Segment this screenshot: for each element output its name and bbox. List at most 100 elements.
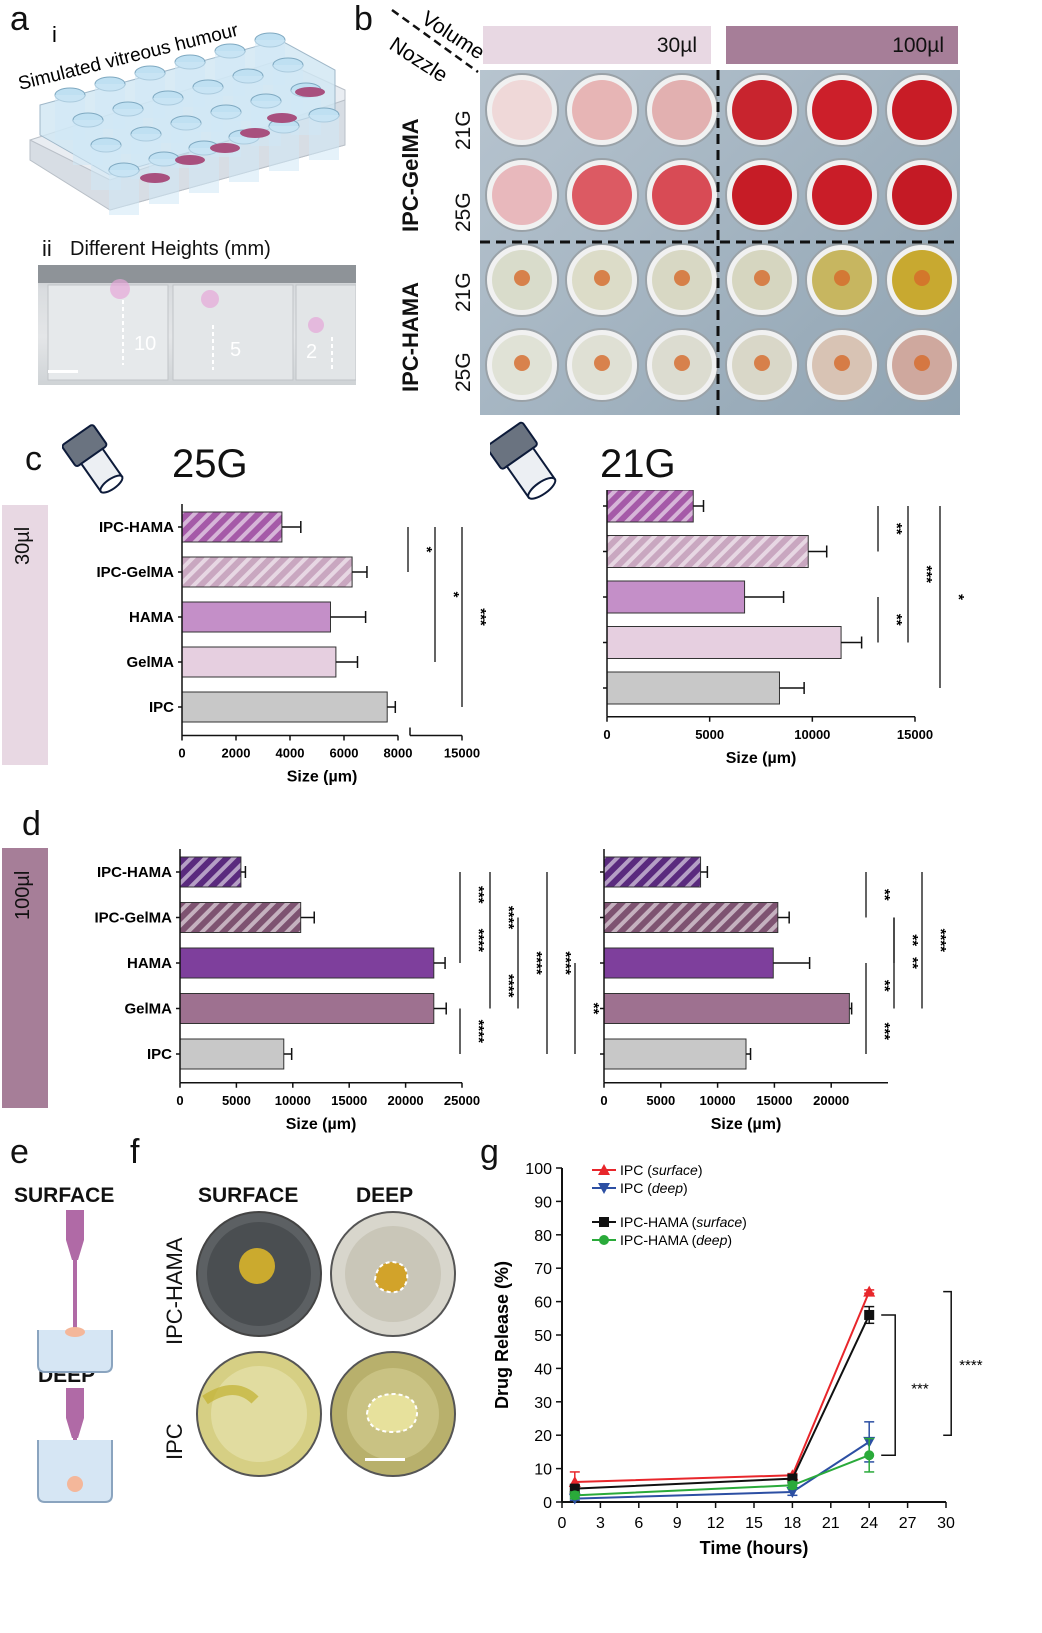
bar [179,947,435,979]
plate-well-sample [140,173,170,183]
plate-well-drop [754,270,770,286]
x-tick-label: 15000 [444,746,480,761]
height-label-5: 5 [230,339,242,361]
bar [179,902,302,933]
bar [179,993,435,1024]
significance-label: ** [904,934,921,946]
heights-photo: 10 5 2 [38,265,356,385]
y-tick-label: 0 [543,1495,552,1512]
plate-well-content [652,165,712,225]
volume-label-d: 100µl [12,870,34,920]
volume-band-c [2,505,48,765]
nozzle-21g-icon [490,421,557,500]
data-point [863,1285,876,1297]
series-line [574,1314,871,1490]
plate-well-sample [240,128,270,138]
x-tick-label: 8000 [384,746,413,761]
panel-label-c: c [25,440,42,478]
plate-well-drop [594,270,610,286]
y-tick-label: 60 [534,1295,552,1312]
panel-f-row-ipc: IPC [162,1423,187,1460]
plate-well-sample [267,113,297,123]
y-tick-label: 30 [534,1395,552,1412]
data-point [598,1164,610,1175]
significance-label: **** [500,974,517,998]
plate-well-body [229,137,259,182]
y-tick-label: 100 [525,1161,552,1178]
plate-well-content [652,80,712,140]
plate-well-content [892,165,952,225]
x-tick-label: 5000 [222,1093,251,1108]
volume-band-30: 30µl [483,26,711,64]
volume-band-30-label: 30µl [656,34,697,57]
x-axis-label: Time (hours) [700,1538,809,1558]
volume-band-d [2,848,48,1108]
x-tick-label: 15 [745,1515,763,1532]
plate-well-body [309,115,339,160]
plate-well-drop [914,355,930,371]
panel-label-b: b [354,0,373,38]
bar [181,556,353,588]
x-axis-label: Size (µm) [287,769,358,786]
bar-category-label: GelMA [126,654,174,671]
x-tick-label: 0 [178,746,185,761]
x-tick-label: 6000 [330,746,359,761]
bar [603,947,774,979]
panel-f-col-surface: SURFACE [198,1184,299,1207]
plate-well-content [492,80,552,140]
bar-category-label: HAMA [127,955,172,972]
y-tick-label: 80 [534,1228,552,1245]
bar [603,856,702,888]
x-tick-label: 0 [176,1093,183,1108]
y-axis-label: Drug Release (%) [492,1261,512,1409]
significance-label: ** [904,957,921,969]
bar-category-label: HAMA [129,609,174,626]
panel-b: Volume Nozzle 30µl 100µl IPC-GelMA IPC-H… [380,0,1042,420]
significance-label: * [418,547,435,553]
plate-well-body [189,148,219,193]
bar [606,535,809,568]
plate-well-drop [674,355,690,371]
significance-label: ** [888,614,905,626]
series-line [574,1454,870,1497]
bar-category-label: IPC-GelMA [94,910,172,927]
significance-label: * [950,594,967,600]
data-point [598,1183,610,1194]
panel-label-d: d [22,805,41,843]
significance-label: **** [470,1020,487,1044]
significance-bracket [943,1290,952,1436]
significance-label: ** [888,523,905,535]
x-tick-label: 5000 [646,1093,675,1108]
x-tick-label: 9 [673,1515,682,1532]
bar [606,626,842,659]
bar [181,601,331,633]
chart-c-right-title: 21G [600,442,676,486]
data-point [787,1473,798,1484]
data-point [864,1450,875,1461]
plate-well-drop [914,270,930,286]
x-tick-label: 12 [707,1515,725,1532]
x-tick-label: 15000 [897,727,933,742]
significance-label: ** [876,980,893,992]
height-label-10: 10 [134,333,157,355]
x-axis-label: Size (µm) [286,1116,357,1133]
legend-entry: IPC (deep) [620,1180,688,1196]
data-point [864,1309,875,1320]
x-tick-label: 20000 [388,1093,424,1108]
x-tick-label: 15000 [756,1093,792,1108]
plate-well-drop [834,270,850,286]
plate-well-sample [295,87,325,97]
legend-entry: IPC (surface) [620,1162,702,1178]
well-plate-illustration: i Simulated vitreous humour [16,20,346,215]
x-axis-label: Size (µm) [711,1116,782,1133]
plate-well-content [572,80,632,140]
significance-label: * [445,592,462,598]
bar-category-label: GelMA [124,1001,172,1018]
x-tick-label: 18 [784,1515,802,1532]
series-ipc-surface- [568,1285,876,1493]
x-tick-label: 10000 [700,1093,736,1108]
x-tick-label: 0 [600,1093,607,1108]
x-tick-label: 24 [860,1515,878,1532]
x-tick-label: 3 [596,1515,605,1532]
